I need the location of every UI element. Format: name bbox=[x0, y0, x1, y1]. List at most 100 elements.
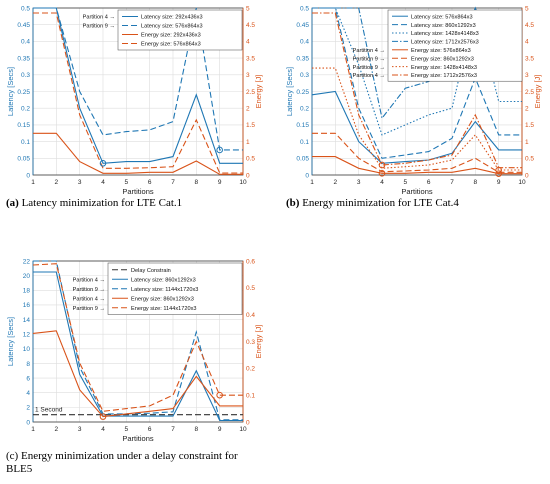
chart-c-legend-label-4: Energy size: 1144x1720x3 bbox=[131, 306, 197, 312]
chart-c-legend-pointer-1: Partition 4 → bbox=[73, 277, 105, 283]
chart-a-series-line-0 bbox=[33, 7, 243, 164]
chart-a-y2-tick-label: 4 bbox=[246, 39, 250, 46]
chart-c-legend-label-2: Latency size: 1144x1720x3 bbox=[131, 287, 198, 293]
chart-a-legend-label-1: Latency size: 576x864x3 bbox=[141, 24, 203, 30]
chart-b-series-line-6 bbox=[312, 67, 522, 171]
chart-c-legend-label-0: Delay Constrain bbox=[131, 268, 171, 274]
chart-c-x-tick-label: 1 bbox=[31, 426, 35, 433]
chart-c-marker-1 bbox=[216, 391, 223, 399]
chart-a-x-tick-label: 9 bbox=[218, 179, 222, 186]
chart-c-marker-0 bbox=[99, 413, 107, 420]
chart-c-series-line-3 bbox=[32, 330, 243, 418]
chart-a-y2-tick-label: 1.5 bbox=[246, 122, 255, 129]
caption-c-label: (c) bbox=[6, 450, 19, 462]
chart-b-y-axis-label: Latency [Secs] bbox=[285, 67, 294, 116]
chart-a-y2-tick-label: 1 bbox=[246, 139, 250, 146]
chart-b-marker-1 bbox=[495, 166, 502, 174]
chart-a-y-tick-label: 0.05 bbox=[17, 156, 30, 163]
chart-b-y2-tick-label: 4 bbox=[525, 39, 529, 46]
chart-c-y-tick-label: 14 bbox=[23, 317, 31, 324]
chart-c-y-tick-label: 16 bbox=[23, 302, 31, 309]
chart-b-legend-label-3: Latency size: 1712x2576x3 bbox=[411, 40, 479, 46]
chart-a-y-tick-label: 0.4 bbox=[21, 39, 30, 46]
chart-c-y-tick-label: 10 bbox=[23, 346, 31, 353]
chart-b-series-line-2 bbox=[312, 7, 522, 136]
chart-a-y2-tick-label: 4.5 bbox=[246, 22, 255, 29]
chart-c-series-line-4 bbox=[32, 263, 243, 412]
chart-a-x-tick-label: 5 bbox=[125, 179, 129, 186]
chart-c-y-tick-label: 4 bbox=[26, 390, 30, 397]
chart-c-y-tick-label: 18 bbox=[23, 288, 31, 295]
chart-a-y2-tick-label: 3 bbox=[246, 72, 250, 79]
caption-a: (a) Latency minimization for LTE Cat.1 bbox=[6, 197, 266, 210]
caption-b: (b) Energy minimization for LTE Cat.4 bbox=[286, 197, 546, 210]
chart-a-y-tick-label: 0.3 bbox=[21, 72, 30, 79]
chart-c-x-tick-label: 7 bbox=[171, 426, 175, 433]
chart-a-y2-tick-label: 0 bbox=[246, 172, 250, 179]
chart-b: 1 2 3 4 5 6 7 8 9 1000.050.10.150.20.250.30.350.4… bbox=[285, 5, 542, 196]
chart-b-y2-axis-label: Energy [J] bbox=[533, 75, 542, 109]
chart-b-marker-2 bbox=[495, 170, 502, 177]
chart-b-legend-box bbox=[387, 9, 523, 82]
chart-b-series-line-4 bbox=[312, 156, 522, 175]
chart-a-y2-axis-label: Energy [J] bbox=[254, 75, 263, 109]
chart-c-y2-tick-label: 0.4 bbox=[246, 312, 255, 319]
chart-c-annotation: 1 Second bbox=[35, 407, 63, 414]
chart-a-y-tick-label: 0.15 bbox=[17, 122, 30, 129]
chart-c-legend-pointer-2: Partition 9 → bbox=[73, 287, 105, 293]
chart-b-series-line-1 bbox=[312, 7, 522, 159]
chart-b-y-tick-label: 0.05 bbox=[296, 156, 309, 163]
chart-b-x-tick-label: 3 bbox=[357, 179, 361, 186]
caption-c: (c) Energy minimization under a delay co… bbox=[6, 450, 246, 476]
caption-a-text: Latency minimization for LTE Cat.1 bbox=[21, 197, 183, 209]
chart-b-x-tick-label: 6 bbox=[427, 179, 431, 186]
chart-a-x-tick-label: 6 bbox=[148, 179, 152, 186]
chart-c-y-tick-label: 12 bbox=[23, 331, 31, 338]
chart-a-series-line-3 bbox=[33, 12, 243, 174]
chart-b-legend-label-0: Latency size: 576x864x3 bbox=[411, 14, 473, 20]
caption-b-label: (b) bbox=[286, 197, 300, 209]
chart-c-legend-pointer-3: Partition 4 → bbox=[73, 296, 105, 302]
chart-b-y2-tick-label: 2.5 bbox=[525, 89, 534, 96]
chart-a-x-tick-label: 3 bbox=[78, 179, 82, 186]
chart-b-legend-label-1: Latency size: 860x1292x3 bbox=[411, 23, 476, 29]
chart-a-y-tick-label: 0.5 bbox=[21, 5, 30, 12]
chart-c-y-tick-label: 2 bbox=[26, 405, 30, 412]
chart-c-y-tick-label: 20 bbox=[23, 273, 31, 280]
chart-c-y2-axis-label: Energy [J] bbox=[254, 325, 263, 359]
chart-b-y-tick-label: 0 bbox=[305, 172, 309, 179]
chart-a-y2-tick-label: 2 bbox=[246, 106, 250, 113]
caption-a-label: (a) bbox=[6, 197, 19, 209]
chart-a-y2-tick-label: 0.5 bbox=[246, 156, 255, 163]
chart-b-y2-tick-label: 1.5 bbox=[525, 122, 534, 129]
chart-c-x-tick-label: 6 bbox=[148, 426, 152, 433]
chart-a-y-tick-label: 0.25 bbox=[17, 89, 30, 96]
chart-b-legend-pointer-6: Partition 9 → bbox=[353, 65, 385, 71]
chart-c-legend-label-1: Latency size: 860x1292x3 bbox=[131, 277, 196, 283]
chart-a-series-line-2 bbox=[33, 132, 243, 175]
chart-b-x-tick-label: 8 bbox=[474, 179, 478, 186]
chart-b-legend-pointer-4: Partition 4 → bbox=[353, 48, 385, 54]
chart-b-legend-pointer-5: Partition 9 → bbox=[353, 56, 385, 62]
chart-c-x-tick-label: 5 bbox=[125, 426, 129, 433]
chart-b-legend-label-7: Energy size: 1712x2576x3 bbox=[411, 73, 477, 79]
chart-b-y2-tick-label: 0.5 bbox=[525, 156, 534, 163]
chart-c-y-tick-label: 0 bbox=[26, 419, 30, 426]
chart-b-y2-tick-label: 5 bbox=[525, 5, 529, 12]
chart-c-x-axis-label: Partitions bbox=[122, 434, 154, 443]
chart-b-legend-label-6: Energy size: 1428x4148x3 bbox=[411, 65, 477, 71]
chart-c-x-tick-label: 9 bbox=[218, 426, 222, 433]
chart-a: 1 2 3 4 5 6 7 8 9 1000.050.10.150.20.250.30.350.4… bbox=[6, 5, 263, 196]
chart-b-y2-tick-label: 1 bbox=[525, 139, 529, 146]
chart-b-y-tick-label: 0.45 bbox=[296, 22, 309, 29]
chart-b-x-tick-label: 10 bbox=[518, 179, 526, 186]
chart-a-y-tick-label: 0.45 bbox=[17, 22, 30, 29]
chart-a-y2-tick-label: 2.5 bbox=[246, 89, 255, 96]
chart-a-y-axis-label: Latency [Secs] bbox=[6, 67, 15, 116]
chart-c-x-tick-label: 2 bbox=[55, 426, 59, 433]
chart-b-x-tick-label: 1 bbox=[310, 179, 314, 186]
chart-a-legend-label-3: Energy size: 576x864x3 bbox=[141, 42, 201, 48]
chart-c-y2-tick-label: 0.1 bbox=[246, 392, 255, 399]
chart-c-series-line-1 bbox=[33, 271, 243, 422]
